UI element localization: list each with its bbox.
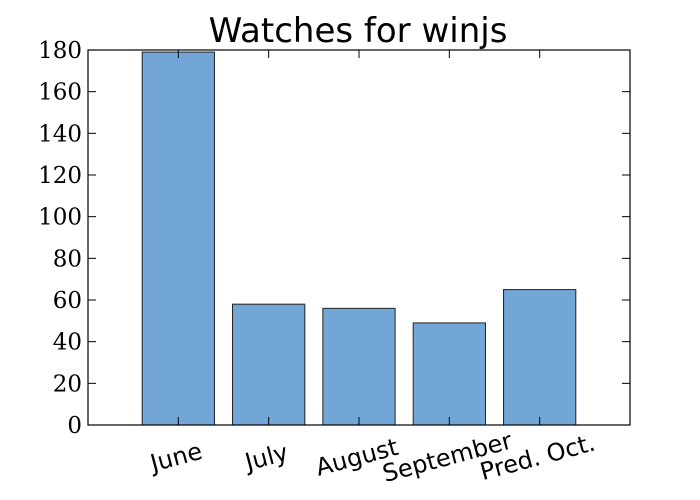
bar-august [322, 307, 396, 426]
chart-title: Watches for winjs [209, 11, 508, 51]
bar-september [412, 322, 486, 426]
y-tick-label: 100 [38, 205, 82, 231]
y-axis-tick-labels: 0 20 40 60 80 100 120 140 160 180 [38, 38, 82, 439]
y-tick-label: 80 [53, 246, 82, 272]
x-tick-label: July [240, 438, 291, 477]
y-tick-label: 120 [38, 163, 82, 189]
plot-frame [87, 49, 631, 426]
y-tick-label: 40 [53, 330, 82, 356]
x-tick-label: June [145, 437, 205, 478]
y-tick-label: 140 [38, 121, 82, 147]
bars-layer [141, 51, 577, 426]
y-tick-label: 60 [53, 288, 82, 314]
bar-pred-oct [503, 289, 577, 426]
bar-june [141, 51, 215, 426]
y-tick-label: 160 [38, 80, 82, 106]
bar-july [232, 303, 306, 426]
y-tick-label: 0 [67, 413, 82, 439]
y-tick-label: 180 [38, 38, 82, 64]
ticks-layer [88, 50, 630, 425]
y-tick-label: 20 [53, 371, 82, 397]
